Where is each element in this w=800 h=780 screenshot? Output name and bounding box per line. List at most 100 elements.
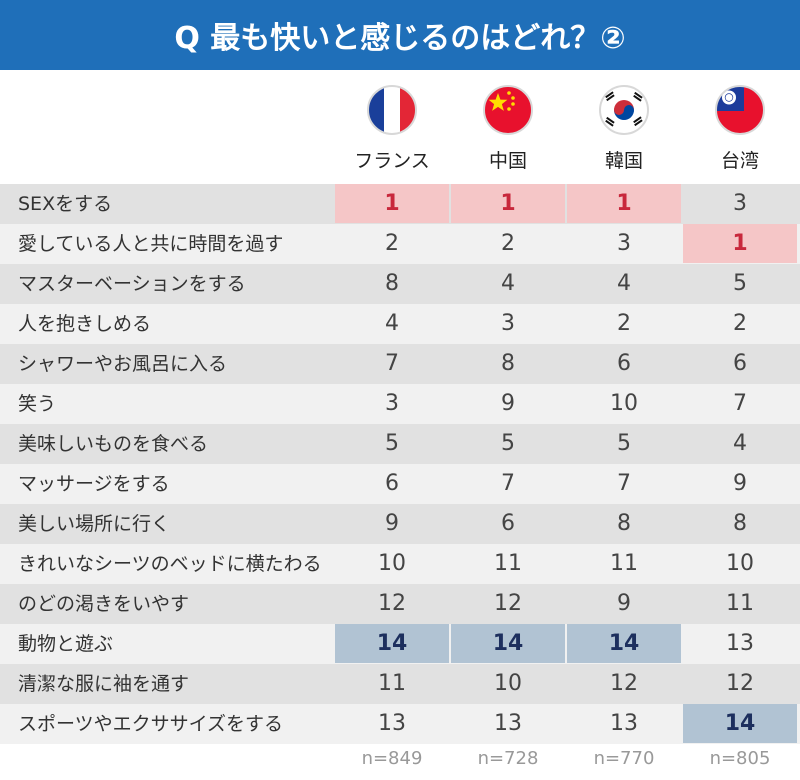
rank-cell: 12 (378, 591, 406, 616)
row-label: スポーツやエクササイズをする (18, 713, 284, 735)
rank-cell: 10 (610, 391, 638, 416)
rank-cell: 2 (385, 231, 399, 256)
rank-cell: 11 (378, 671, 406, 696)
china-flag-icon (483, 85, 533, 135)
row-label: マスターベーションをする (18, 273, 246, 295)
rank-cell: 3 (501, 311, 515, 336)
rank-cell: 1 (451, 184, 565, 223)
rank-cell: 5 (733, 271, 747, 296)
table-row: きれいなシーツのベッドに横たわる 10 11 11 10 (0, 544, 800, 584)
row-label: のどの渇きをいやす (18, 593, 190, 615)
table-row: 愛している人と共に時間を過す 2 2 3 1 (0, 224, 800, 264)
rank-cell: 7 (733, 391, 747, 416)
country-label: 中国 (488, 150, 527, 172)
rank-cell: 10 (378, 551, 406, 576)
rank-cell: 6 (617, 351, 631, 376)
country-column-korea: 韓国 (566, 70, 682, 183)
sample-size-label: n=805 (709, 748, 771, 769)
rank-cell: 10 (494, 671, 522, 696)
table-row: マスターベーションをする 8 4 4 5 (0, 264, 800, 304)
rank-cell: 12 (726, 671, 754, 696)
page-title: Q 最も快いと感じるのはどれ？② (0, 0, 800, 70)
table-row: 笑う 3 9 10 7 (0, 384, 800, 424)
row-label: 清潔な服に袖を通す (18, 673, 190, 695)
sample-size-label: n=770 (593, 748, 655, 769)
rank-cell: 14 (683, 704, 797, 743)
table-row: 清潔な服に袖を通す 11 10 12 12 (0, 664, 800, 704)
rank-cell: 4 (501, 271, 515, 296)
rank-cell: 5 (385, 431, 399, 456)
rank-cell: 13 (610, 711, 638, 736)
rank-cell: 9 (385, 511, 399, 536)
table-row: マッサージをする 6 7 7 9 (0, 464, 800, 504)
rank-cell: 12 (610, 671, 638, 696)
rank-cell: 9 (733, 471, 747, 496)
sample-size-label: n=728 (477, 748, 539, 769)
rank-cell: 5 (501, 431, 515, 456)
rank-cell: 8 (617, 511, 631, 536)
table-row: のどの渇きをいやす 12 12 9 11 (0, 584, 800, 624)
rank-cell: 1 (567, 184, 681, 223)
rank-cell: 8 (733, 511, 747, 536)
table-row: シャワーやお風呂に入る 7 8 6 6 (0, 344, 800, 384)
country-column-china: 中国 (450, 70, 566, 183)
table-row: 美味しいものを食べる 5 5 5 4 (0, 424, 800, 464)
taiwan-flag-icon (715, 85, 765, 135)
rank-cell: 6 (385, 471, 399, 496)
rank-cell: 6 (733, 351, 747, 376)
rank-cell: 6 (501, 511, 515, 536)
rank-cell: 2 (733, 311, 747, 336)
table-row: SEXをする 1 1 1 3 (0, 184, 800, 224)
ranking-table: SEXをする 1 1 1 3 愛している人と共に時間を過す 2 2 3 1 マスターベーションをする… (0, 184, 800, 744)
row-label: マッサージをする (18, 473, 170, 495)
rank-cell: 13 (378, 711, 406, 736)
rank-cell: 14 (451, 624, 565, 663)
country-column-taiwan: 台湾 (682, 70, 798, 183)
rank-cell: 14 (567, 624, 681, 663)
sample-size-label: n=849 (361, 748, 423, 769)
rank-cell: 7 (501, 471, 515, 496)
rank-cell: 13 (726, 631, 754, 656)
rank-cell: 7 (385, 351, 399, 376)
rank-cell: 8 (385, 271, 399, 296)
table-row: 動物と遊ぶ 14 14 14 13 (0, 624, 800, 664)
rank-cell: 2 (501, 231, 515, 256)
rank-cell: 1 (683, 224, 797, 263)
country-label: 韓国 (604, 150, 643, 172)
country-label: フランス (354, 150, 430, 172)
rank-cell: 1 (335, 184, 449, 223)
row-label: シャワーやお風呂に入る (18, 353, 228, 375)
rank-cell: 11 (610, 551, 638, 576)
row-label: SEXをする (18, 193, 113, 215)
rank-cell: 8 (501, 351, 515, 376)
france-flag-icon (367, 85, 417, 135)
rank-cell: 9 (501, 391, 515, 416)
rank-cell: 3 (385, 391, 399, 416)
rank-cell: 4 (617, 271, 631, 296)
rank-cell: 11 (494, 551, 522, 576)
rank-cell: 3 (617, 231, 631, 256)
row-label: きれいなシーツのベッドに横たわる (18, 553, 322, 575)
country-header: フランス 中国 (0, 70, 800, 183)
rank-cell: 4 (385, 311, 399, 336)
rank-cell: 12 (494, 591, 522, 616)
rank-cell: 7 (617, 471, 631, 496)
rank-cell: 4 (733, 431, 747, 456)
rank-cell: 10 (726, 551, 754, 576)
rank-cell: 14 (335, 624, 449, 663)
table-row: 美しい場所に行く 9 6 8 8 (0, 504, 800, 544)
rank-cell: 5 (617, 431, 631, 456)
south-korea-flag-icon (599, 85, 649, 135)
rank-cell: 3 (733, 191, 747, 216)
row-label: 美しい場所に行く (18, 513, 171, 535)
row-label: 愛している人と共に時間を過す (18, 233, 284, 255)
rank-cell: 9 (617, 591, 631, 616)
table-row: スポーツやエクササイズをする 13 13 13 14 (0, 704, 800, 744)
rank-cell: 11 (726, 591, 754, 616)
table-row: 人を抱きしめる 4 3 2 2 (0, 304, 800, 344)
row-label: 笑う (18, 393, 57, 415)
country-label: 台湾 (720, 150, 759, 172)
country-column-france: フランス (334, 70, 450, 183)
sample-size-row: n=849 n=728 n=770 n=805 (0, 744, 800, 780)
rank-cell: 2 (617, 311, 631, 336)
